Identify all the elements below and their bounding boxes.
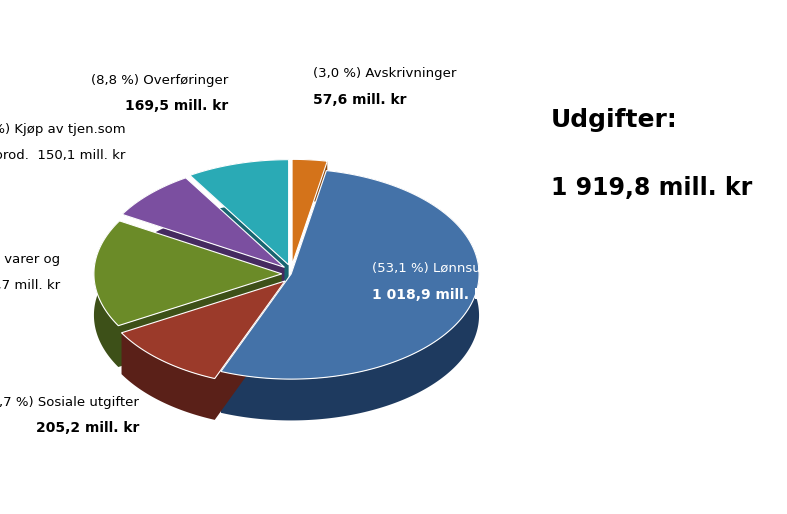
Polygon shape bbox=[292, 159, 327, 306]
Polygon shape bbox=[121, 281, 285, 420]
Polygon shape bbox=[221, 171, 479, 379]
Text: (53,1 %) Lønnsutgifter;: (53,1 %) Lønnsutgifter; bbox=[372, 262, 527, 275]
Text: 1 018,9 mill. kr: 1 018,9 mill. kr bbox=[372, 288, 490, 302]
Text: tjenester i prod.  318,7 mill. kr: tjenester i prod. 318,7 mill. kr bbox=[0, 280, 60, 292]
Polygon shape bbox=[94, 221, 282, 326]
Polygon shape bbox=[121, 281, 285, 378]
Text: (16,6 %) Kjøp av varer og: (16,6 %) Kjøp av varer og bbox=[0, 253, 60, 266]
Text: 205,2 mill. kr: 205,2 mill. kr bbox=[35, 421, 139, 435]
Polygon shape bbox=[190, 160, 289, 306]
Text: (8,8 %) Overføringer: (8,8 %) Overføringer bbox=[91, 74, 228, 86]
Polygon shape bbox=[122, 178, 284, 309]
Text: 169,5 mill. kr: 169,5 mill. kr bbox=[125, 99, 228, 113]
Text: 57,6 mill. kr: 57,6 mill. kr bbox=[313, 93, 406, 107]
Text: (7,8 %) Kjøp av tjen.som: (7,8 %) Kjøp av tjen.som bbox=[0, 123, 126, 136]
Polygon shape bbox=[221, 171, 479, 420]
Polygon shape bbox=[292, 159, 327, 265]
Text: 1 919,8 mill. kr: 1 919,8 mill. kr bbox=[551, 176, 752, 200]
Polygon shape bbox=[190, 160, 289, 265]
Polygon shape bbox=[122, 178, 284, 267]
Text: Udgifter:: Udgifter: bbox=[551, 108, 678, 132]
Text: (3,0 %) Avskrivninger: (3,0 %) Avskrivninger bbox=[313, 67, 456, 80]
Text: erstatter. prod.  150,1 mill. kr: erstatter. prod. 150,1 mill. kr bbox=[0, 150, 126, 162]
Text: (10,7 %) Sosiale utgifter: (10,7 %) Sosiale utgifter bbox=[0, 396, 139, 409]
Polygon shape bbox=[94, 221, 282, 367]
